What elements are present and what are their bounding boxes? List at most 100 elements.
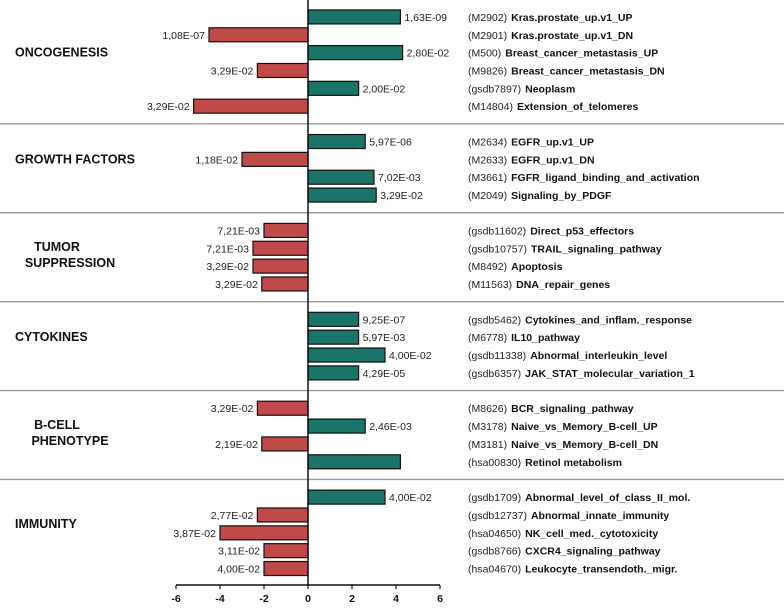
gene-set-name: Breast_cancer_metastasis_DN — [511, 65, 665, 77]
gene-set-name: Extension_of_telomeres — [517, 101, 639, 113]
gene-set-name: Apoptosis — [511, 261, 562, 273]
gene-set-labels: (M2902) Kras.prostate_up.v1_UP (M2901) Kras… — [468, 12, 700, 576]
bar-4-3 — [307, 454, 402, 470]
gene-set-id: (gsdb1709) — [468, 492, 521, 504]
gene-set-name: Naive_vs_Memory_B-cell_UP — [511, 421, 658, 433]
gene-set-name: Signaling_by_PDGF — [511, 190, 612, 202]
gene-set-label: (M9826) Breast_cancer_metastasis_DN — [468, 65, 665, 77]
bar-0-3 — [256, 62, 309, 79]
gene-set-name: CXCR4_signaling_pathway — [525, 546, 661, 558]
gene-set-label: (hsa00830) Retinol metabolism — [468, 457, 622, 469]
pvalue-label: 1,18E-02 — [195, 154, 238, 166]
gene-set-id: (hsa04670) — [468, 564, 521, 576]
pvalue-label: 5,97E-06 — [369, 137, 412, 149]
bar-3-1 — [307, 329, 360, 345]
gene-set-label: (M2049) Signaling_by_PDGF — [468, 190, 612, 202]
gene-set-id: (gsdb8766) — [468, 546, 521, 558]
gene-set-id: (M2902) — [468, 12, 507, 24]
pvalue-label: 9,25E-07 — [363, 314, 406, 326]
gene-set-name: DNA_repair_genes — [516, 279, 610, 291]
pvalue-label: 4,29E-05 — [363, 368, 406, 380]
gene-set-name: TRAIL_signaling_pathway — [531, 243, 662, 255]
bar-4-1 — [307, 418, 366, 434]
gene-set-label: (M2901) Kras.prostate_up.v1_DN — [468, 30, 633, 42]
gene-set-id: (M14804) — [468, 101, 513, 113]
bar-1-2 — [307, 169, 375, 185]
category-label: ONCOGENESIS — [15, 46, 108, 60]
bar-0-1 — [208, 27, 309, 43]
gene-set-label: (gsdb5462) Cytokines_and_inflam._response — [468, 314, 692, 326]
gene-set-id: (hsa00830) — [468, 457, 521, 469]
x-tick-label: 4 — [393, 593, 399, 605]
gene-set-label: (gsdb8766) CXCR4_signaling_pathway — [468, 546, 661, 558]
bar-5-3 — [263, 543, 309, 559]
gene-set-label: (M2902) Kras.prostate_up.v1_UP — [468, 12, 633, 24]
gene-set-id: (M3181) — [468, 439, 507, 451]
category-labels: ONCOGENESIS GROWTH FACTORS TUMOR SUPPRESSIO… — [15, 46, 135, 531]
gene-set-label: (M14804) Extension_of_telomeres — [468, 101, 638, 113]
bar-0-2 — [307, 45, 404, 61]
pvalue-label: 1,63E-09 — [404, 12, 447, 24]
gene-set-label: (M3661) FGFR_ligand_binding_and_activatio… — [468, 172, 700, 184]
gene-set-id: (M3661) — [468, 172, 507, 184]
gene-set-name: EGFR_up.v1_UP — [511, 137, 594, 149]
pvalue-label: 3,11E-02 — [218, 546, 260, 558]
category-label: CYTOKINES — [15, 330, 88, 344]
x-tick-label: -2 — [259, 593, 268, 605]
gene-set-label: (M11563) DNA_repair_genes — [468, 279, 610, 291]
x-tick-label: 0 — [305, 593, 311, 605]
gene-set-id: (M500) — [468, 48, 501, 60]
category-label: TUMOR — [34, 240, 80, 254]
gene-set-id: (M8492) — [468, 261, 507, 273]
bar-2-0 — [263, 222, 309, 239]
bars — [193, 9, 404, 577]
bar-5-2 — [219, 525, 309, 541]
gene-set-label: (gsdb6357) JAK_STAT_molecular_variation_1 — [468, 368, 695, 380]
gene-set-name: Kras.prostate_up.v1_UP — [511, 12, 632, 24]
gene-set-id: (M2049) — [468, 190, 507, 202]
gene-set-name: NK_cell_med._cytotoxicity — [525, 528, 658, 540]
category-label: GROWTH FACTORS — [15, 152, 135, 166]
gene-set-label: (M2634) EGFR_up.v1_UP — [468, 137, 594, 149]
bar-1-1 — [241, 151, 309, 167]
gene-set-id: (M3178) — [468, 421, 507, 433]
gene-set-name: Naive_vs_Memory_B-cell_DN — [511, 439, 658, 451]
pvalue-labels: 1,63E-09 1,08E-07 2,80E-02 3,29E-02 2,00E-02… — [147, 12, 449, 576]
x-tick-label: 2 — [349, 593, 355, 605]
gene-set-label: (gsdb7897) Neoplasm — [468, 83, 575, 95]
pvalue-label: 3,29E-02 — [380, 190, 423, 202]
pvalue-label: 3,29E-02 — [206, 261, 249, 273]
gene-set-id: (M11563) — [468, 279, 512, 291]
bar-4-2 — [261, 436, 309, 452]
gene-set-id: (gsdb5462) — [468, 314, 521, 326]
gene-set-id: (gsdb7897) — [468, 83, 521, 95]
gene-set-label: (M6778) IL10_pathway — [468, 332, 580, 344]
gene-set-label: (gsdb12737) Abnormal_innate_immunity — [468, 510, 669, 522]
gene-set-label: (M8492) Apoptosis — [468, 261, 563, 273]
gene-set-id: (gsdb10757) — [468, 243, 527, 255]
gene-set-name: Breast_cancer_metastasis_UP — [505, 48, 658, 60]
gene-set-id: (M6778) — [468, 332, 507, 344]
gene-set-label: (hsa04650) NK_cell_med._cytotoxicity — [468, 528, 658, 540]
bar-2-3 — [261, 276, 309, 292]
gene-set-name: Retinol metabolism — [525, 457, 622, 469]
bar-0-4 — [307, 80, 360, 96]
gene-set-id: (gsdb12737) — [468, 510, 527, 522]
gene-set-name: EGFR_up.v1_DN — [511, 154, 594, 166]
pvalue-label: 3,29E-02 — [211, 65, 254, 77]
pvalue-label: 4,00E-02 — [389, 350, 432, 362]
category-label: B-CELL — [34, 418, 80, 432]
pvalue-label: 5,97E-03 — [363, 332, 406, 344]
pvalue-label: 3,29E-02 — [147, 101, 190, 113]
gene-set-name: Abnormal_interleukin_level — [530, 350, 667, 362]
pvalue-label: 4,00E-02 — [389, 492, 432, 504]
pvalue-label: 7,02E-03 — [378, 172, 421, 184]
pvalue-label: 3,29E-02 — [211, 403, 254, 415]
bar-3-2 — [307, 347, 386, 363]
gene-set-id: (M2901) — [468, 30, 507, 42]
gene-set-label: (gsdb10757) TRAIL_signaling_pathway — [468, 243, 662, 255]
bar-2-2 — [252, 258, 309, 274]
gene-set-name: Abnormal_level_of_class_II_mol. — [525, 492, 690, 504]
gene-set-name: BCR_signaling_pathway — [511, 403, 634, 415]
